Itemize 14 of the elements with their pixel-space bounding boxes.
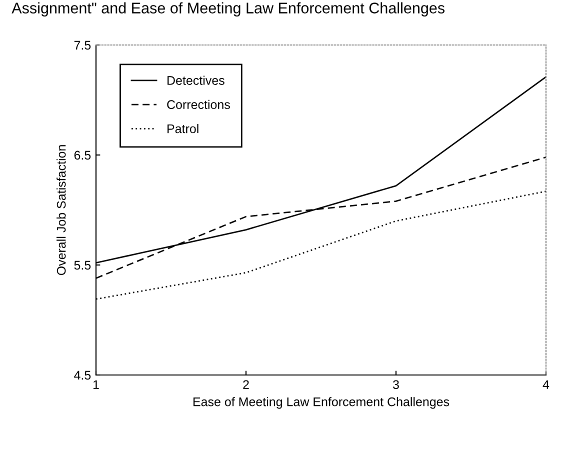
legend-label: Corrections	[167, 100, 230, 110]
x-tick-label: 3	[393, 380, 399, 390]
x-tick-label: 2	[243, 380, 249, 389]
y-tick-label: 5.5	[74, 260, 91, 270]
x-tick-label: 1	[93, 380, 99, 389]
y-tick-label: 6.5	[74, 150, 91, 160]
legend-label: Patrol	[168, 124, 198, 134]
chart-title: Assignment" and Ease of Meeting Law Enforcement Challenges	[12, 2, 445, 16]
x-tick-label: 4	[542, 380, 550, 389]
y-tick-label: 4.5	[74, 370, 91, 380]
y-axis-title: Overall Job Satisfaction	[56, 145, 66, 276]
y-tick-label: 7.5	[74, 40, 91, 50]
x-axis-title: Ease of Meeting Law Enforcement Challenges	[193, 397, 450, 409]
legend-label: Detectives	[168, 76, 224, 85]
